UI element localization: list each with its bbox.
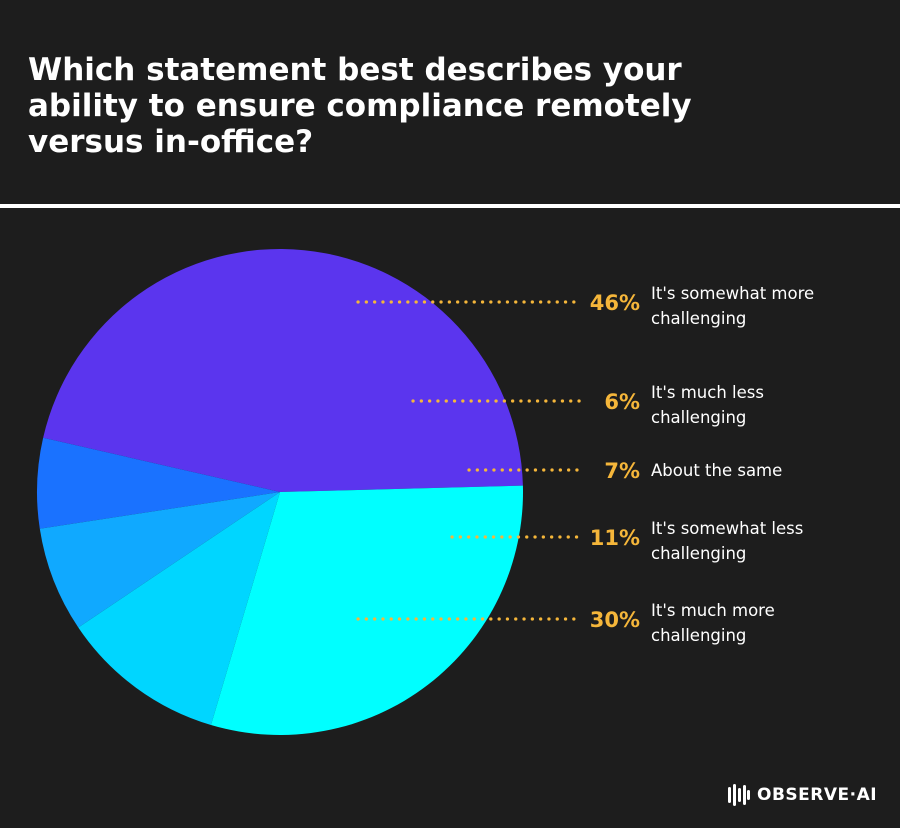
pie-slice	[43, 248, 523, 492]
pie-slice	[37, 437, 280, 529]
slice-label: challenging	[651, 309, 746, 328]
slice-label: It's somewhat more	[651, 284, 814, 303]
chart-title: Which statement best describes your abil…	[28, 52, 692, 160]
slice-label: challenging	[651, 626, 746, 645]
percent-label: 46%	[590, 291, 640, 315]
slice-labels: 46% It's somewhat more challenging 6% It's m…	[590, 284, 814, 645]
pie-slice	[39, 492, 280, 628]
logo-text: OBSERVE·AI	[757, 785, 878, 805]
leader-lines	[356, 300, 584, 621]
observe-ai-logo: OBSERVE·AI	[727, 783, 877, 807]
slice-label: About the same	[651, 461, 782, 480]
pie-slice	[78, 492, 281, 725]
observe-ai-logo-icon	[728, 784, 750, 806]
pie-slice	[210, 485, 524, 736]
percent-label: 30%	[590, 608, 640, 632]
percent-label: 6%	[604, 390, 640, 414]
pie-slices	[37, 248, 524, 736]
slice-label: It's much less	[651, 383, 764, 402]
slice-label: challenging	[651, 408, 746, 427]
slice-label: It's somewhat less	[651, 519, 803, 538]
slice-label: challenging	[651, 544, 746, 563]
percent-label: 7%	[604, 459, 640, 483]
title-divider	[0, 204, 900, 208]
slice-label: It's much more	[651, 601, 775, 620]
percent-label: 11%	[590, 526, 640, 550]
